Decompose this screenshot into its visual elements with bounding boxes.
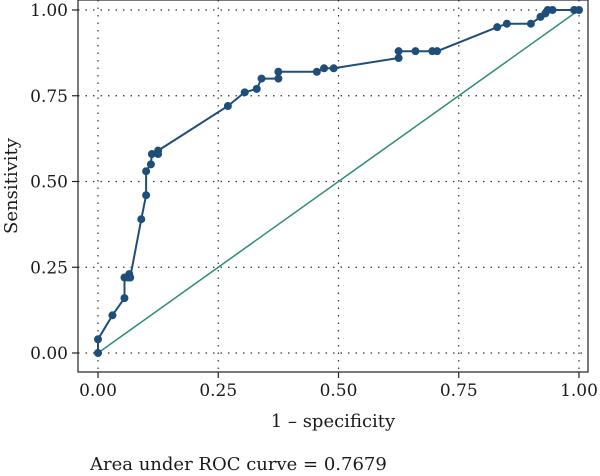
roc-point bbox=[312, 67, 321, 76]
roc-point bbox=[411, 47, 420, 56]
roc-point bbox=[329, 64, 338, 73]
roc-point bbox=[108, 311, 117, 320]
y-tick-label: 0.75 bbox=[30, 87, 68, 107]
roc-point bbox=[154, 146, 163, 155]
auc-caption: Area under ROC curve = 0.7679 bbox=[89, 454, 387, 475]
roc-point bbox=[94, 349, 102, 357]
roc-point bbox=[502, 19, 511, 28]
roc-point bbox=[526, 19, 535, 28]
roc-point bbox=[394, 47, 403, 56]
x-tick-label: 0.75 bbox=[440, 381, 478, 401]
roc-points bbox=[94, 6, 583, 357]
grid bbox=[78, 0, 588, 372]
roc-point bbox=[493, 23, 502, 32]
roc-point bbox=[94, 335, 102, 344]
x-tick-label: 0.00 bbox=[79, 381, 117, 401]
roc-point bbox=[142, 191, 151, 200]
x-tick-label: 1.00 bbox=[560, 381, 598, 401]
roc-point bbox=[120, 294, 129, 303]
roc-point bbox=[274, 67, 283, 76]
x-axis-label: 1 – specificity bbox=[271, 411, 396, 432]
roc-point bbox=[223, 102, 232, 111]
reference-diagonal-line bbox=[97, 9, 580, 354]
roc-point bbox=[575, 6, 583, 14]
y-axis: 0.00 0.25 0.50 0.75 1.00 bbox=[30, 1, 78, 364]
roc-point bbox=[548, 6, 557, 14]
y-axis-label: Sensitivity bbox=[1, 137, 22, 234]
roc-point bbox=[394, 54, 403, 63]
roc-point bbox=[126, 273, 135, 282]
roc-point bbox=[240, 88, 249, 97]
roc-point bbox=[257, 74, 266, 83]
y-tick-label: 1.00 bbox=[30, 1, 68, 21]
plot-frame bbox=[77, 0, 589, 373]
x-axis: 0.00 0.25 0.50 0.75 1.00 bbox=[79, 372, 598, 401]
y-tick-label: 0.50 bbox=[30, 173, 68, 193]
y-tick-label: 0.00 bbox=[30, 344, 68, 364]
roc-point bbox=[433, 47, 442, 56]
roc-point bbox=[146, 160, 155, 169]
roc-point bbox=[274, 74, 283, 83]
roc-point bbox=[137, 215, 146, 224]
roc-point bbox=[320, 64, 329, 73]
roc-point bbox=[142, 167, 151, 176]
x-tick-label: 0.25 bbox=[199, 381, 237, 401]
x-tick-label: 0.50 bbox=[320, 381, 358, 401]
roc-point bbox=[147, 150, 156, 159]
y-tick-label: 0.25 bbox=[30, 258, 68, 278]
roc-point bbox=[252, 84, 261, 93]
